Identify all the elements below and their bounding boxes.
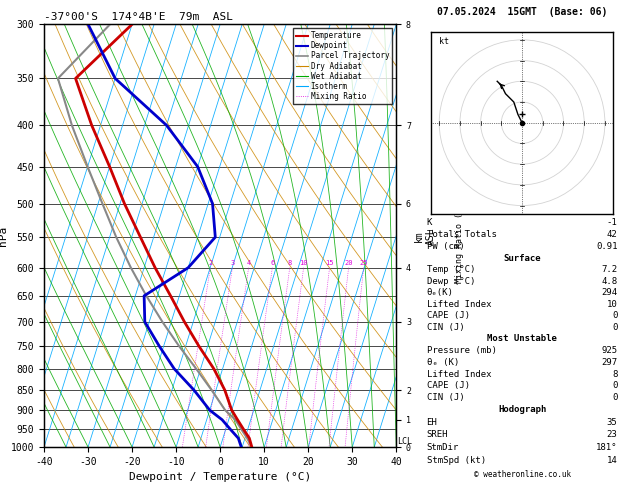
Text: 6: 6 [270, 260, 274, 266]
Text: Surface: Surface [503, 254, 541, 263]
Text: Dewp (°C): Dewp (°C) [426, 277, 475, 286]
Text: 10: 10 [299, 260, 308, 266]
Text: θₑ (K): θₑ (K) [426, 358, 459, 367]
Text: CAPE (J): CAPE (J) [426, 381, 470, 390]
X-axis label: Dewpoint / Temperature (°C): Dewpoint / Temperature (°C) [129, 472, 311, 483]
Text: kt: kt [439, 37, 449, 46]
Y-axis label: km
ASL: km ASL [414, 227, 435, 244]
Text: CAPE (J): CAPE (J) [426, 311, 470, 320]
Text: 15: 15 [325, 260, 334, 266]
Text: 0: 0 [612, 381, 618, 390]
Text: 8: 8 [612, 369, 618, 379]
Text: 20: 20 [344, 260, 353, 266]
Text: Temp (°C): Temp (°C) [426, 265, 475, 275]
Text: Hodograph: Hodograph [498, 405, 546, 414]
Text: 23: 23 [607, 431, 618, 439]
Text: © weatheronline.co.uk: © weatheronline.co.uk [474, 469, 571, 479]
Text: Mixing Ratio (g/kg): Mixing Ratio (g/kg) [455, 188, 464, 283]
Text: θₑ(K): θₑ(K) [426, 288, 454, 297]
Text: Lifted Index: Lifted Index [426, 300, 491, 309]
Text: -37°00'S  174°4B'E  79m  ASL: -37°00'S 174°4B'E 79m ASL [44, 12, 233, 22]
Text: Pressure (mb): Pressure (mb) [426, 346, 496, 355]
Text: CIN (J): CIN (J) [426, 323, 464, 331]
Text: 4: 4 [247, 260, 251, 266]
Text: 4.8: 4.8 [601, 277, 618, 286]
Text: LCL: LCL [397, 437, 412, 446]
Text: Lifted Index: Lifted Index [426, 369, 491, 379]
Text: 0: 0 [612, 393, 618, 402]
Text: Totals Totals: Totals Totals [426, 230, 496, 239]
Text: 181°: 181° [596, 443, 618, 452]
Text: 42: 42 [607, 230, 618, 239]
Legend: Temperature, Dewpoint, Parcel Trajectory, Dry Adiabat, Wet Adiabat, Isotherm, Mi: Temperature, Dewpoint, Parcel Trajectory… [293, 28, 392, 104]
Text: CIN (J): CIN (J) [426, 393, 464, 402]
Text: 10: 10 [607, 300, 618, 309]
Text: 0: 0 [612, 323, 618, 331]
Text: 0: 0 [612, 311, 618, 320]
Text: StmSpd (kt): StmSpd (kt) [426, 456, 486, 465]
Text: 0.91: 0.91 [596, 242, 618, 251]
Text: Most Unstable: Most Unstable [487, 334, 557, 343]
Text: 25: 25 [359, 260, 368, 266]
Text: 35: 35 [607, 418, 618, 427]
Text: StmDir: StmDir [426, 443, 459, 452]
Y-axis label: hPa: hPa [0, 226, 8, 246]
Text: 7.2: 7.2 [601, 265, 618, 275]
Text: 925: 925 [601, 346, 618, 355]
Text: 3: 3 [230, 260, 235, 266]
Text: PW (cm): PW (cm) [426, 242, 464, 251]
Text: -1: -1 [607, 218, 618, 227]
Text: 297: 297 [601, 358, 618, 367]
Text: 07.05.2024  15GMT  (Base: 06): 07.05.2024 15GMT (Base: 06) [437, 7, 607, 17]
Text: 294: 294 [601, 288, 618, 297]
Text: EH: EH [426, 418, 437, 427]
Text: K: K [426, 218, 432, 227]
Text: 14: 14 [607, 456, 618, 465]
Text: SREH: SREH [426, 431, 448, 439]
Text: 8: 8 [287, 260, 292, 266]
Text: 2: 2 [208, 260, 213, 266]
